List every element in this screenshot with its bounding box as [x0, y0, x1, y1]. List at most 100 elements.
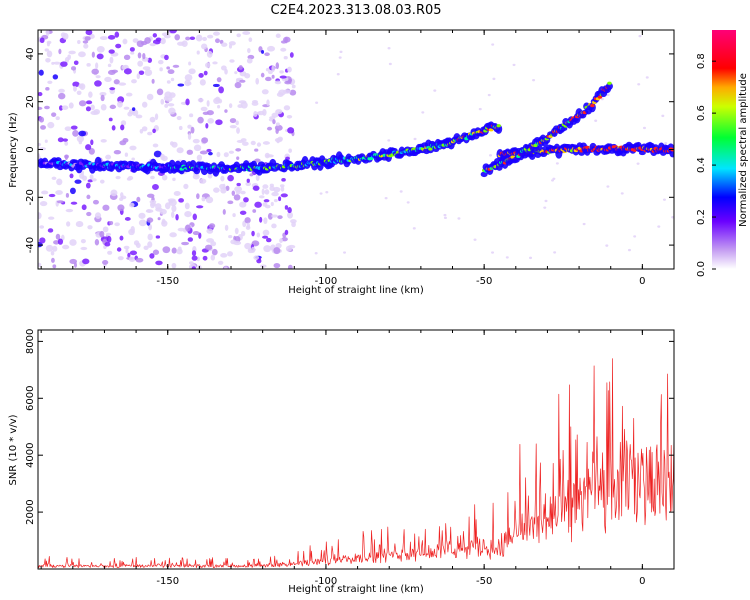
spectrogram-noise-blob — [255, 77, 260, 85]
spectrogram-noise-blob — [152, 128, 156, 134]
spectrogram-noise-blob — [284, 205, 289, 210]
spectrogram-noise-blob — [230, 239, 237, 245]
spectrogram-noise-blob — [120, 124, 125, 131]
spectrogram-noise-blob — [275, 122, 280, 127]
spectrogram-noise-blob — [109, 220, 114, 226]
spectrogram-noise-blob — [433, 89, 437, 92]
spectrogram-noise-blob — [214, 38, 220, 44]
spectrogram-noise-blob — [240, 190, 246, 195]
spectrogram-noise-blob — [399, 190, 403, 193]
spectrogram-noise-blob — [661, 114, 665, 118]
spectrogram-noise-blob — [291, 221, 296, 228]
spectrogram-noise-blob — [87, 179, 93, 183]
spectrogram-ridge-blob — [605, 82, 613, 91]
spectrogram-noise-blob — [55, 233, 61, 240]
spectrogram-noise-blob — [202, 36, 208, 42]
spectrogram-noise-blob — [95, 75, 101, 79]
spectrogram-noise-blob — [279, 238, 283, 243]
spectrogram-noise-blob — [256, 232, 261, 238]
spectrogram-noise-blob — [38, 92, 43, 97]
spectrogram-noise-blob — [123, 106, 130, 110]
snr-x-tick-label: -100 — [315, 576, 338, 587]
spectrogram-noise-blob — [124, 152, 129, 157]
spectrogram-noise-blob — [221, 42, 228, 47]
spectrogram-noise-blob — [288, 148, 292, 153]
spectrogram-noise-blob — [164, 54, 169, 61]
spectrogram-noise-blob — [205, 244, 213, 251]
spectrogram-noise-blob — [190, 126, 195, 134]
spectrogram-noise-blob — [56, 178, 63, 186]
spectrogram-noise-blob — [137, 52, 142, 59]
spectrogram-noise-blob — [227, 200, 234, 205]
spectrogram-noise-blob — [152, 33, 158, 38]
spectrogram-noise-blob — [81, 204, 87, 211]
spectrogram-noise-blob — [129, 250, 138, 256]
colorbar-tick-label: 0.6 — [696, 105, 707, 121]
spectrogram-noise-blob — [142, 66, 151, 71]
spectrogram-noise-blob — [106, 235, 112, 243]
spectrogram-noise-blob — [184, 74, 193, 82]
spectrogram-noise-blob — [114, 222, 120, 227]
spectrogram-noise-blob — [275, 128, 279, 134]
spectrogram-noise-blob — [264, 204, 271, 209]
spectrogram-noise-blob — [457, 217, 461, 220]
spectrogram-noise-blob — [236, 182, 241, 187]
spectrogram-noise-blob — [252, 209, 257, 213]
spectrogram-noise-blob — [160, 153, 165, 161]
spectrogram-noise-blob — [270, 201, 274, 207]
spectrogram-noise-blob — [205, 62, 211, 68]
spectrogram-noise-blob — [491, 251, 495, 254]
spectrogram-noise-blob — [60, 61, 68, 67]
spectrogram-noise-blob — [53, 61, 61, 65]
spectrogram-noise-blob — [284, 80, 292, 85]
spectrogram-noise-blob — [267, 70, 273, 75]
spectrogram-noise-blob — [275, 109, 283, 115]
spectrogram-noise-blob — [44, 48, 49, 52]
spectrogram-noise-blob — [177, 83, 185, 87]
spectrogram-noise-blob — [260, 264, 267, 268]
spectrogram-noise-blob — [77, 39, 81, 45]
spectrogram-noise-blob — [261, 89, 269, 95]
spectrogram-noise-blob — [38, 106, 43, 110]
spectrogram-noise-blob — [73, 60, 79, 66]
spectrogram-noise-blob — [125, 92, 133, 97]
spectrogram-noise-blob — [177, 227, 185, 232]
spectrogram-noise-blob — [128, 256, 136, 262]
spectrogram-noise-blob — [114, 31, 120, 38]
spectrogram-noise-blob — [124, 217, 131, 221]
spectrogram-noise-blob — [266, 154, 274, 158]
spectrogram-noise-blob — [238, 65, 243, 70]
spectrogram-noise-blob — [210, 254, 216, 261]
spectrogram-noise-blob — [273, 262, 281, 269]
spectrogram-noise-blob — [258, 195, 265, 199]
spectrogram-noise-blob — [129, 145, 137, 151]
spectrogram-noise-blob — [197, 116, 204, 124]
spectrogram-noise-blob — [657, 225, 661, 228]
spectrogram-noise-blob — [207, 118, 214, 124]
spectrogram-noise-blob — [51, 176, 57, 181]
spectrogram-noise-blob — [239, 210, 247, 215]
spectrogram-noise-blob — [224, 68, 228, 75]
spectrogram-noise-blob — [245, 182, 252, 187]
spectrogram-noise-blob — [201, 43, 208, 50]
spectrogram-noise-blob — [78, 100, 87, 107]
spectrogram-noise-blob — [139, 128, 144, 134]
spectrogram-noise-blob — [264, 189, 270, 195]
spectrogram-marks — [38, 30, 674, 269]
spectrogram-noise-blob — [287, 66, 292, 73]
spectrogram-noise-blob — [246, 58, 253, 64]
spectrogram-noise-blob — [256, 142, 262, 147]
spectrogram-noise-blob — [155, 203, 162, 210]
spectrogram-noise-blob — [492, 77, 496, 81]
spectrogram-noise-blob — [152, 143, 159, 148]
spectrogram-noise-blob — [192, 173, 200, 180]
spectrogram-noise-blob — [201, 196, 206, 202]
spectrogram-noise-blob — [164, 103, 169, 108]
spectrogram-noise-blob — [290, 219, 297, 224]
spectrogram-noise-blob — [78, 130, 87, 137]
spectrogram-noise-blob — [100, 139, 107, 143]
spectrogram-noise-blob — [65, 192, 70, 198]
spectrogram-noise-blob — [225, 185, 230, 191]
spectrogram-noise-blob — [113, 79, 120, 85]
